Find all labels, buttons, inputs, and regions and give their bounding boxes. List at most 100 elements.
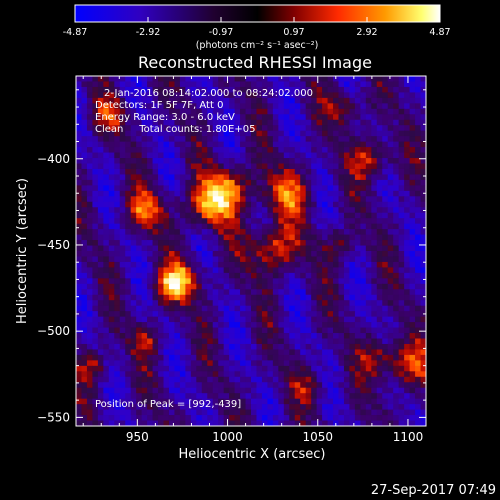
heatmap-cell — [152, 125, 159, 132]
heatmap-cell — [256, 272, 263, 279]
heatmap-cell — [212, 223, 219, 230]
heatmap-cell — [343, 404, 350, 410]
heatmap-cell — [196, 376, 203, 383]
heatmap-cell — [97, 212, 104, 219]
heatmap-cell — [152, 261, 159, 268]
heatmap-cell — [261, 294, 268, 301]
heatmap-cell — [305, 272, 312, 279]
heatmap-cell — [398, 152, 405, 159]
clean-counts-text: Clean Total counts: 1.80E+05 — [95, 124, 255, 135]
heatmap-cell — [152, 305, 159, 312]
heatmap-cell — [272, 229, 279, 235]
heatmap-cell — [240, 382, 246, 389]
heatmap-cell — [300, 190, 307, 197]
heatmap-cell — [240, 179, 246, 186]
heatmap-cell — [218, 327, 225, 334]
heatmap-cell — [125, 343, 132, 350]
heatmap-cell — [316, 294, 323, 301]
heatmap-cell — [240, 103, 246, 110]
heatmap-cell — [256, 141, 263, 148]
heatmap-cell — [300, 420, 307, 427]
heatmap-cell — [229, 130, 235, 137]
heatmap-cell — [272, 234, 279, 241]
heatmap-cell — [234, 108, 241, 115]
heatmap-cell — [76, 136, 82, 143]
heatmap-cell — [404, 256, 410, 263]
heatmap-cell — [218, 223, 225, 230]
heatmap-cell — [201, 114, 208, 121]
heatmap-cell — [245, 201, 252, 208]
heatmap-cell — [322, 218, 328, 225]
heatmap-cell — [261, 190, 268, 197]
heatmap-cell — [207, 97, 214, 104]
heatmap-cell — [207, 158, 214, 164]
heatmap-cell — [86, 415, 93, 421]
heatmap-cell — [158, 190, 164, 197]
heatmap-cell — [130, 108, 137, 115]
heatmap-cell — [190, 409, 197, 416]
heatmap-cell — [141, 333, 148, 339]
heatmap-cell — [190, 398, 197, 405]
heatmap-cell — [371, 152, 378, 159]
heatmap-cell — [92, 365, 99, 372]
heatmap-cell — [201, 365, 208, 372]
heatmap-cell — [354, 267, 361, 274]
heatmap-cell — [130, 196, 137, 203]
heatmap-cell — [141, 261, 148, 268]
heatmap-cell — [196, 365, 203, 372]
heatmap-cell — [240, 136, 246, 143]
heatmap-cell — [322, 207, 328, 214]
heatmap-cell — [212, 234, 219, 241]
heatmap-cell — [201, 267, 208, 274]
heatmap-cell — [283, 256, 290, 263]
heatmap-cell — [223, 92, 230, 99]
heatmap-cell — [114, 201, 121, 208]
heatmap-cell — [119, 190, 126, 197]
heatmap-cell — [305, 360, 312, 367]
plot-frame — [75, 75, 427, 427]
heatmap-cell — [354, 415, 361, 421]
heatmap-cell — [311, 136, 318, 143]
heatmap-cell — [103, 136, 110, 143]
heatmap-cell — [251, 420, 257, 427]
heatmap-cell — [316, 179, 323, 186]
heatmap-cell — [376, 393, 383, 400]
heatmap-cell — [125, 409, 132, 416]
heatmap-cell — [158, 141, 164, 148]
heatmap-cell — [322, 147, 328, 153]
heatmap-cell — [158, 333, 164, 339]
heatmap-cell — [125, 398, 132, 405]
heatmap-cell — [420, 168, 427, 175]
heatmap-cell — [125, 174, 132, 181]
heatmap-cell — [382, 168, 389, 175]
heatmap-cell — [130, 185, 137, 192]
heatmap-cell — [130, 415, 137, 421]
heatmap-cell — [365, 278, 372, 285]
heatmap-cell — [360, 141, 367, 148]
heatmap-cell — [130, 163, 137, 170]
heatmap-cell — [289, 398, 296, 405]
heatmap-cell — [152, 168, 159, 175]
heatmap-cell — [92, 81, 99, 88]
heatmap-cell — [158, 371, 164, 378]
heatmap-cell — [174, 174, 181, 181]
heatmap-cell — [97, 349, 104, 356]
heatmap-cell — [322, 190, 328, 197]
y-tick-label: −450 — [37, 238, 70, 252]
heatmap-cell — [196, 278, 203, 285]
heatmap-cell — [376, 349, 383, 356]
heatmap-cell — [322, 174, 328, 181]
heatmap-cell — [218, 201, 225, 208]
heatmap-cell — [404, 141, 410, 148]
heatmap-cell — [196, 223, 203, 230]
heatmap-cell — [387, 103, 394, 110]
heatmap-cell — [300, 103, 307, 110]
heatmap-cell — [349, 179, 356, 186]
heatmap-cell — [103, 251, 110, 257]
heatmap-cell — [420, 103, 427, 110]
heatmap-cell — [179, 338, 186, 345]
heatmap-cell — [130, 179, 137, 186]
heatmap-cell — [218, 207, 225, 214]
heatmap-cell — [300, 278, 307, 285]
heatmap-cell — [278, 103, 285, 110]
